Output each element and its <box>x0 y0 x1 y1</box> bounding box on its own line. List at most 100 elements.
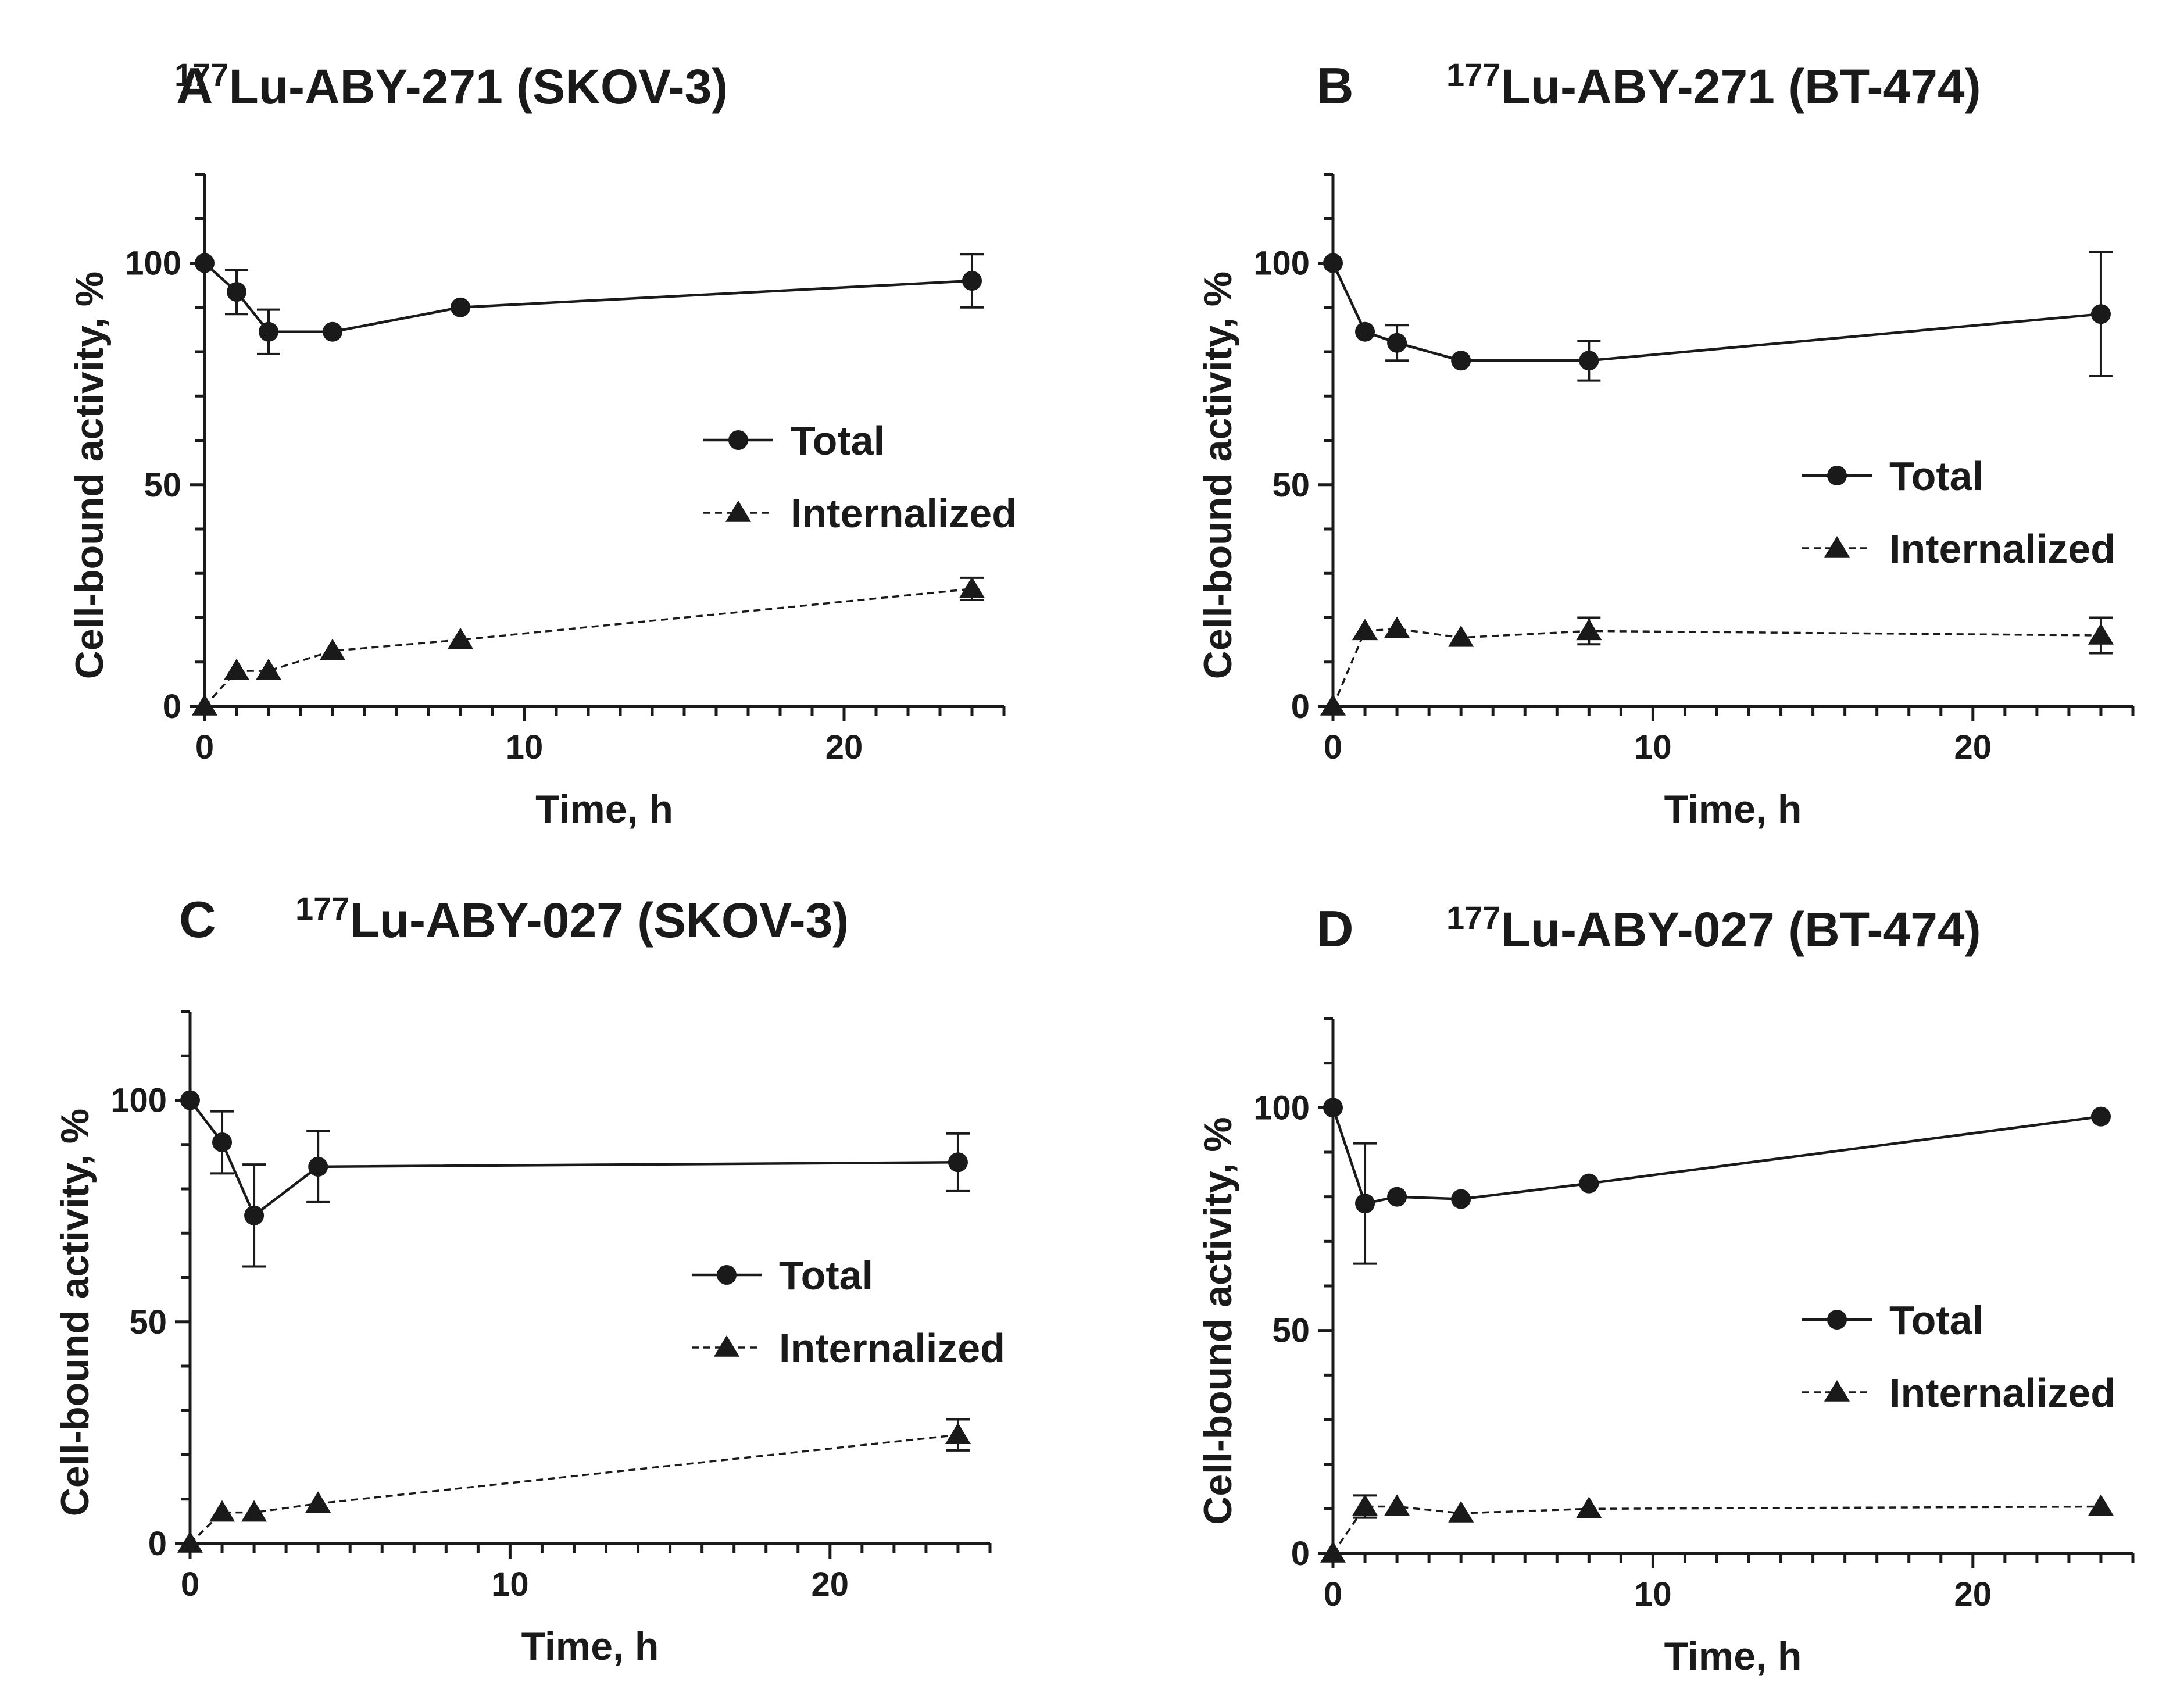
data-point <box>1387 1187 1407 1207</box>
series-internalized <box>1320 616 2114 716</box>
data-point <box>1323 1098 1343 1118</box>
legend-marker-circle <box>1827 466 1847 485</box>
legend-marker-triangle <box>713 1335 740 1357</box>
y-tick-label: 100 <box>1253 245 1310 283</box>
y-tick-label: 50 <box>1272 1312 1310 1350</box>
x-tick-label: 0 <box>1324 728 1342 766</box>
series-line <box>203 588 973 708</box>
y-tick-label: 0 <box>163 688 181 726</box>
series-line <box>1331 262 2101 362</box>
data-point <box>1320 694 1346 716</box>
data-point <box>1384 616 1410 638</box>
legend-label: Total <box>791 418 885 463</box>
data-point <box>1387 333 1407 353</box>
data-point <box>180 1090 200 1110</box>
y-tick-label: 50 <box>1272 466 1310 504</box>
data-point <box>244 1205 265 1225</box>
y-tick-label: 0 <box>1291 1535 1310 1573</box>
x-tick-label: 0 <box>1324 1575 1342 1613</box>
data-point <box>2088 623 2114 645</box>
chart-panel-c: C 177Lu-ABY-027 (SKOV-3) 0 50 100 0 10 20 Time, … <box>53 890 1005 1668</box>
panel-letter: B <box>1317 57 1354 115</box>
legend-marker-triangle <box>725 501 752 522</box>
series-total <box>195 253 984 355</box>
data-point <box>1451 351 1471 371</box>
panel-title: 177Lu-ABY-271 (SKOV-3) <box>174 56 728 114</box>
title-superscript: 177 <box>295 890 349 927</box>
legend-label: Total <box>1889 453 1983 499</box>
series-line <box>1332 1505 2101 1554</box>
x-tick-label: 10 <box>506 728 544 766</box>
title-main: Lu-ABY-271 (SKOV-3) <box>228 59 728 114</box>
x-tick-label: 0 <box>181 1566 199 1603</box>
y-tick-label: 100 <box>125 245 181 283</box>
data-point <box>191 694 218 716</box>
data-point <box>1576 1496 1602 1518</box>
data-point <box>1448 625 1474 647</box>
data-point <box>2088 1494 2114 1516</box>
x-axis-label: Time, h <box>1664 787 1802 831</box>
series-line <box>1331 1107 2101 1205</box>
x-tick-label: 20 <box>1954 728 1992 766</box>
panel-letter: C <box>179 891 216 948</box>
legend-marker-circle <box>1827 1310 1847 1330</box>
data-point <box>1576 619 1602 641</box>
legend-label: Internalized <box>779 1325 1005 1371</box>
legend-marker-circle <box>717 1265 737 1285</box>
title-superscript: 177 <box>1446 56 1500 93</box>
data-point <box>945 1423 971 1444</box>
data-point <box>308 1156 328 1177</box>
data-point <box>177 1531 203 1553</box>
series-internalized <box>177 1418 971 1553</box>
data-point <box>959 576 985 598</box>
series-total <box>1323 251 2113 382</box>
data-point <box>305 1491 331 1513</box>
legend-label: Internalized <box>791 491 1017 536</box>
data-point <box>1355 1194 1375 1214</box>
y-tick-label: 50 <box>144 466 181 504</box>
data-point <box>319 638 346 660</box>
series-total <box>1323 1098 2111 1265</box>
data-point <box>223 659 250 680</box>
data-point <box>1448 1501 1474 1523</box>
series-line <box>189 1099 958 1218</box>
data-point <box>447 627 474 649</box>
title-superscript: 177 <box>174 56 228 93</box>
data-point <box>255 659 282 680</box>
y-axis-label: Cell-bound activity, % <box>1196 1117 1240 1524</box>
data-point <box>1323 253 1343 273</box>
x-tick-label: 20 <box>1954 1575 1992 1613</box>
legend: Total Internalized <box>1802 453 2115 571</box>
title-main: Lu-ABY-271 (BT-474) <box>1500 59 1981 114</box>
data-point <box>1352 619 1378 641</box>
data-point <box>212 1132 233 1152</box>
series-line <box>203 262 973 333</box>
legend-marker-triangle <box>1824 1380 1850 1402</box>
data-point <box>323 321 342 342</box>
y-tick-label: 0 <box>1291 688 1310 726</box>
x-axis-label: Time, h <box>1664 1634 1802 1678</box>
panel-title: 177Lu-ABY-027 (SKOV-3) <box>295 890 849 948</box>
y-axis-label: Cell-bound activity, % <box>53 1109 97 1516</box>
y-axis-label: Cell-bound activity, % <box>67 271 112 679</box>
y-tick-label: 100 <box>1253 1089 1310 1127</box>
panel-letter: A <box>176 57 213 115</box>
data-point <box>2090 1106 2111 1127</box>
data-point <box>1352 1494 1378 1516</box>
y-axis-label: Cell-bound activity, % <box>1196 271 1240 679</box>
legend-label: Total <box>779 1253 873 1298</box>
data-point <box>227 282 246 302</box>
x-tick-label: 0 <box>195 728 214 766</box>
title-main: Lu-ABY-027 (SKOV-3) <box>349 893 849 948</box>
data-point <box>1355 321 1375 342</box>
panel-title: 177Lu-ABY-027 (BT-474) <box>1446 899 1981 957</box>
title-main: Lu-ABY-027 (BT-474) <box>1500 902 1981 957</box>
y-tick-label: 100 <box>110 1082 167 1120</box>
series-line <box>189 1434 959 1545</box>
series-internalized <box>191 576 985 716</box>
data-point <box>241 1500 267 1522</box>
data-point <box>962 271 982 291</box>
legend-marker-triangle <box>1824 536 1850 558</box>
data-point <box>1579 1173 1599 1194</box>
